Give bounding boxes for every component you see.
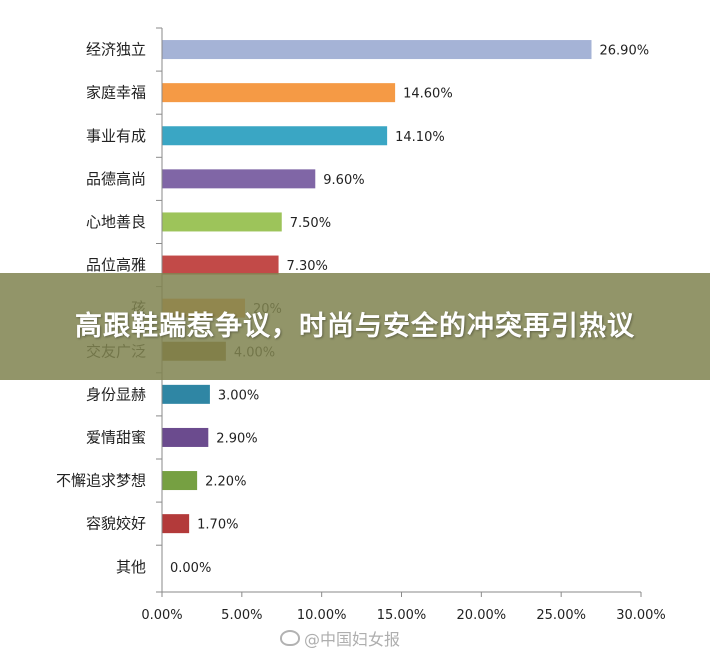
value-label: 7.50% [290,216,331,231]
bar [162,255,279,275]
value-label: 3.00% [218,388,259,403]
bar [162,471,198,491]
headline-title: 高跟鞋踹惹争议，时尚与安全的冲突再引热议 [75,311,635,342]
value-label: 26.90% [600,44,650,59]
category-label: 经济独立 [86,41,146,59]
category-label: 不懈追求梦想 [56,472,146,490]
watermark: @中国妇女报 [280,626,400,650]
x-tick-label: 30.00% [616,608,666,623]
value-label: 0.00% [170,561,211,576]
value-label: 9.60% [323,173,364,188]
x-tick-label: 10.00% [297,608,347,623]
category-label: 爱情甜蜜 [86,428,146,446]
value-label: 1.70% [197,518,238,533]
category-label: 品位高雅 [86,256,146,274]
category-label: 容貌姣好 [86,515,146,533]
value-label: 14.60% [403,87,453,102]
category-label: 品德高尚 [86,170,146,188]
x-tick-label: 25.00% [536,608,586,623]
value-label: 14.10% [395,130,445,145]
category-label: 心地善良 [86,213,146,231]
bar [162,126,388,146]
x-tick-label: 15.00% [377,608,427,623]
x-tick-label: 5.00% [221,608,262,623]
value-label: 2.90% [216,431,257,446]
bar [162,427,209,447]
watermark-text: @中国妇女报 [304,630,401,649]
category-label: 事业有成 [86,127,146,145]
x-tick-label: 20.00% [457,608,507,623]
headline-banner: 高跟鞋踹惹争议，时尚与安全的冲突再引热议 [0,273,710,380]
category-label: 其他 [116,558,146,576]
bar [162,40,592,60]
category-label: 家庭幸福 [86,84,146,102]
value-label: 2.20% [205,475,246,490]
bar [162,384,210,404]
value-label: 7.30% [287,259,328,274]
x-tick-label: 0.00% [141,608,182,623]
weibo-icon [280,630,300,646]
bar [162,514,190,534]
bar [162,83,396,103]
bar [162,212,282,232]
category-label: 身份显赫 [86,385,146,403]
bar [162,169,316,189]
